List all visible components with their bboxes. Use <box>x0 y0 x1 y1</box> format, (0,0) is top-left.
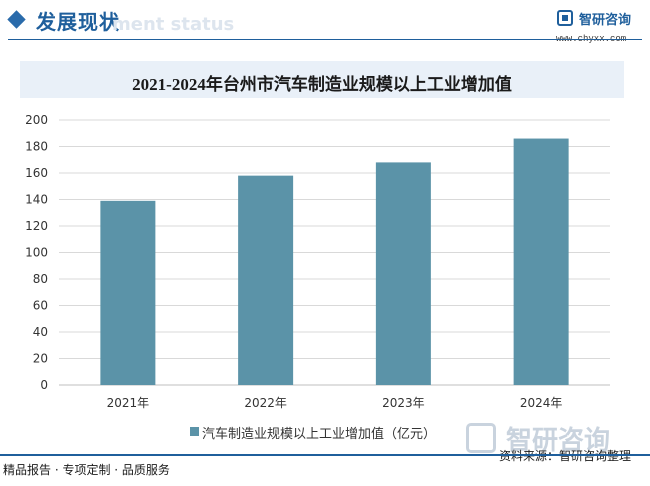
footer-slogan: 精品报告 · 专项定制 · 品质服务 <box>3 463 170 477</box>
y-tick-label: 0 <box>40 378 48 392</box>
y-tick-label: 140 <box>25 193 48 207</box>
bar <box>513 138 569 385</box>
header: 发展现状 ment status 智研咨询 www.chyxx.com <box>0 0 650 44</box>
y-tick-label: 20 <box>33 352 48 366</box>
y-tick-label: 160 <box>25 166 48 180</box>
chart-title-bar: 2021-2024年台州市汽车制造业规模以上工业增加值 <box>20 61 624 98</box>
company-logo-icon <box>557 10 573 26</box>
watermark-logo-icon <box>466 423 496 453</box>
legend-swatch <box>190 427 199 436</box>
section-subtitle-ghost: ment status <box>112 14 235 35</box>
x-tick-label: 2022年 <box>244 396 287 410</box>
source-note: 资料来源：智研咨询整理 <box>499 449 632 463</box>
bar <box>100 200 156 385</box>
footer-divider <box>0 454 650 456</box>
header-divider <box>8 39 642 40</box>
y-tick-label: 60 <box>33 299 48 313</box>
legend-label: 汽车制造业规模以上工业增加值（亿元） <box>202 427 437 442</box>
watermark-text: 智研咨询 <box>506 426 611 456</box>
x-tick-label: 2023年 <box>382 396 425 410</box>
chart-title: 2021-2024年台州市汽车制造业规模以上工业增加值 <box>132 75 512 94</box>
x-tick-label: 2024年 <box>520 396 563 410</box>
x-tick-label: 2021年 <box>107 396 150 410</box>
y-tick-label: 100 <box>25 246 48 260</box>
y-tick-label: 120 <box>25 219 48 233</box>
y-tick-label: 180 <box>25 140 48 154</box>
y-tick-label: 200 <box>25 113 48 127</box>
section-title: 发展现状 <box>36 10 120 34</box>
company-logo-text: 智研咨询 <box>579 13 632 28</box>
bar <box>375 162 431 385</box>
y-tick-label: 40 <box>33 325 48 339</box>
bar <box>238 175 294 385</box>
y-tick-label: 80 <box>33 272 48 286</box>
